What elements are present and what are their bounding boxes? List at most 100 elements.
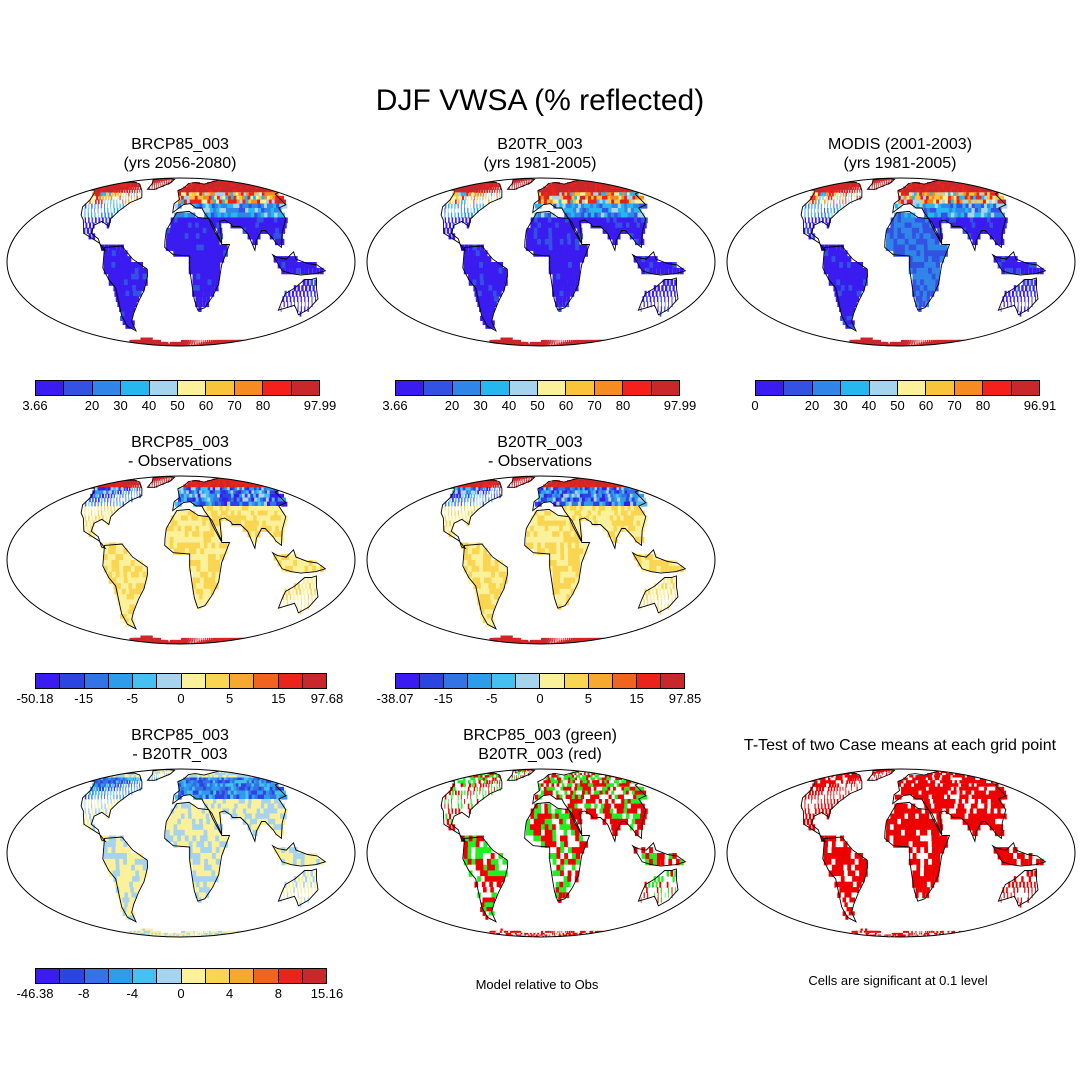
panel-title-brcp85-minus-obs: BRCP85_003 - Observations bbox=[0, 433, 360, 471]
figure-title: DJF VWSA (% reflected) bbox=[375, 84, 705, 117]
colorbar-tick-label: 50 bbox=[890, 398, 905, 413]
colorbar-tick-label: -38.07 bbox=[376, 691, 414, 706]
panel-title-modis: MODIS (2001-2003) (yrs 1981-2005) bbox=[720, 135, 1080, 173]
colorbar-swatch bbox=[302, 969, 326, 983]
map-cells bbox=[81, 769, 324, 937]
panel-title-line2: - Observations bbox=[127, 453, 233, 470]
colorbar-tick-label: 40 bbox=[861, 398, 877, 413]
colorbar-swatch bbox=[108, 674, 133, 688]
coastlines bbox=[439, 178, 687, 332]
colorbar-tick-label: 0 bbox=[177, 986, 185, 1001]
panel-title-b20tr-minus-obs: B20TR_003 - Observations bbox=[360, 433, 720, 471]
colorbar-swatch bbox=[509, 381, 539, 395]
colorbar-tick-label: 80 bbox=[255, 398, 271, 413]
colorbar-tick-label: 30 bbox=[473, 398, 488, 413]
panel-title-ttest: T-Test of two Case means at each grid po… bbox=[720, 736, 1080, 755]
colorbar-tick-label: 30 bbox=[113, 398, 128, 413]
colorbar-swatch bbox=[181, 969, 206, 983]
colorbar-swatch bbox=[1011, 381, 1040, 395]
colorbar-swatch bbox=[206, 381, 235, 395]
panel-title-line1: MODIS (2001-2003) bbox=[827, 136, 973, 153]
colorbar-tick-label: 15.16 bbox=[310, 986, 344, 1001]
map-border bbox=[6, 475, 356, 645]
colorbar-swatch bbox=[291, 381, 320, 395]
map-border bbox=[366, 177, 716, 347]
colorbar-tick-label: 40 bbox=[141, 398, 157, 413]
coastlines bbox=[79, 178, 327, 332]
colorbar-tick-label: 40 bbox=[501, 398, 517, 413]
colorbar-tick-label: 80 bbox=[975, 398, 991, 413]
coastlines bbox=[79, 769, 327, 923]
colorbar-tick-label: 70 bbox=[227, 398, 242, 413]
colorbar-tick-label: 0 bbox=[536, 691, 544, 706]
colorbar-tick-label: 80 bbox=[615, 398, 631, 413]
colorbar-swatch bbox=[481, 381, 510, 395]
colorbar-swatch bbox=[420, 674, 445, 688]
panel-title-brcp85: BRCP85_003 (yrs 2056-2080) bbox=[0, 135, 360, 173]
colorbar-swatch bbox=[538, 381, 567, 395]
colorbar-swatch bbox=[983, 381, 1012, 395]
colorbar-swatch bbox=[660, 674, 684, 688]
panel-title-line1: B20TR_003 bbox=[497, 434, 583, 451]
panel-title-line2: (yrs 2056-2080) bbox=[123, 155, 237, 172]
panel-title-line2: - B20TR_003 bbox=[132, 746, 228, 763]
colorbar-swatch bbox=[564, 674, 589, 688]
colorbar-brcp85-minus-obs bbox=[35, 673, 327, 689]
colorbar-swatch bbox=[92, 381, 122, 395]
colorbar-swatch bbox=[157, 969, 182, 983]
map-cells bbox=[801, 769, 1044, 937]
colorbar-tick-label: 60 bbox=[918, 398, 934, 413]
colorbar-swatch bbox=[84, 969, 109, 983]
colorbar-b20tr bbox=[395, 380, 680, 396]
colorbar-swatch bbox=[954, 381, 984, 395]
colorbar-tick-label: 15 bbox=[271, 691, 286, 706]
coastlines bbox=[439, 769, 687, 923]
colorbar-swatch bbox=[636, 674, 661, 688]
colorbar-swatch bbox=[108, 969, 133, 983]
map-border bbox=[366, 768, 716, 938]
colorbar-swatch bbox=[278, 969, 303, 983]
map-border bbox=[366, 475, 716, 645]
colorbar-swatch bbox=[133, 674, 158, 688]
panel-title-line2: (yrs 1981-2005) bbox=[843, 155, 957, 172]
map-canvas bbox=[726, 177, 1076, 347]
colorbar-swatch bbox=[869, 381, 899, 395]
colorbar-swatch bbox=[444, 674, 469, 688]
colorbar-tick-label: 50 bbox=[170, 398, 185, 413]
colorbar-swatch bbox=[133, 969, 158, 983]
colorbar-tick-label: 60 bbox=[558, 398, 574, 413]
panel-title-line2: - Observations bbox=[487, 453, 593, 470]
colorbar-brcp85 bbox=[35, 380, 320, 396]
colorbar-tick-label: 3.66 bbox=[382, 398, 408, 413]
colorbar-swatch bbox=[205, 674, 230, 688]
colorbar-tick-label: 30 bbox=[833, 398, 848, 413]
colorbar-swatch bbox=[36, 381, 65, 395]
colorbar-tick-label: 4 bbox=[226, 986, 234, 1001]
map-canvas bbox=[366, 768, 716, 938]
colorbar-swatch bbox=[468, 674, 493, 688]
colorbar-swatch bbox=[540, 674, 565, 688]
colorbar-swatch bbox=[588, 674, 613, 688]
colorbar-swatch bbox=[812, 381, 842, 395]
map-border bbox=[726, 177, 1076, 347]
map-border bbox=[6, 768, 356, 938]
colorbar-swatch bbox=[64, 381, 93, 395]
colorbar-swatch bbox=[396, 381, 425, 395]
colorbar-tick-label: 97.85 bbox=[668, 691, 702, 706]
map-canvas bbox=[6, 768, 356, 938]
map-modis bbox=[725, 176, 1077, 348]
colorbar-swatch bbox=[396, 674, 421, 688]
colorbar-swatch bbox=[60, 969, 85, 983]
map-cells bbox=[441, 769, 684, 937]
colorbar-tick-label: -46.38 bbox=[16, 986, 54, 1001]
colorbar-swatch bbox=[121, 381, 150, 395]
panel-title-model-relative: BRCP85_003 (green) B20TR_003 (red) bbox=[360, 726, 720, 764]
panel-title-line1: BRCP85_003 bbox=[131, 434, 229, 451]
colorbar-tick-label: 96.91 bbox=[1023, 398, 1057, 413]
colorbar-tick-label: 70 bbox=[947, 398, 962, 413]
colorbar-tick-label: 70 bbox=[587, 398, 602, 413]
colorbar-swatch bbox=[157, 674, 182, 688]
panel-title-brcp85-minus-b20tr: BRCP85_003 - B20TR_003 bbox=[0, 726, 360, 764]
colorbar-tick-label: 20 bbox=[804, 398, 820, 413]
colorbar-tick-label: 20 bbox=[84, 398, 100, 413]
